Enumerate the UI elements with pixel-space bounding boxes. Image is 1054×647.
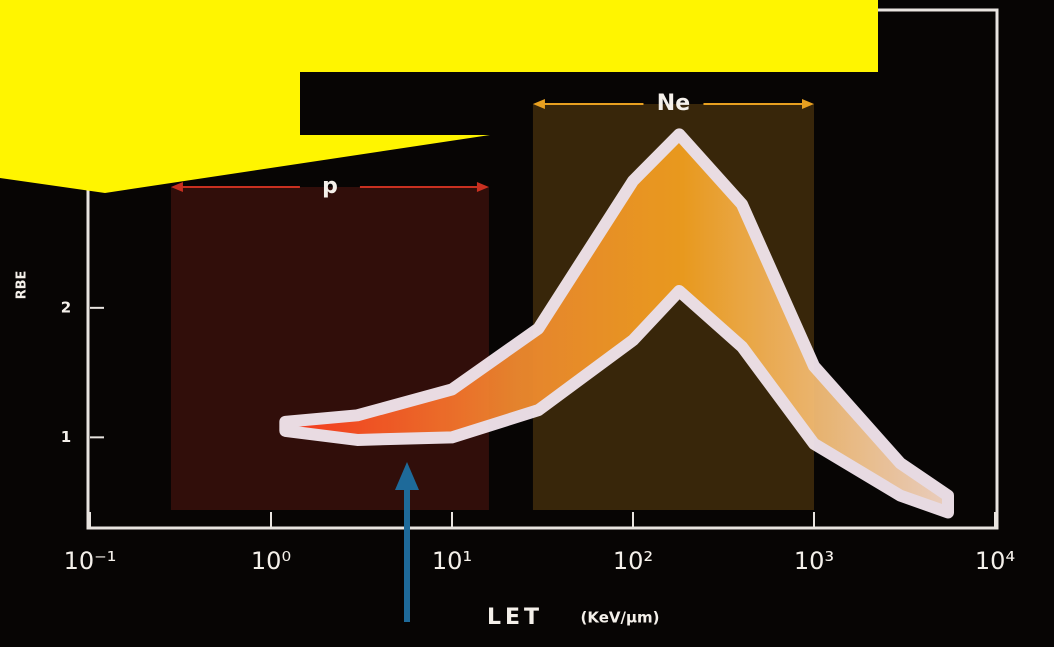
x-axis-unit: (KeV/μm) xyxy=(581,609,660,627)
x-tick-label: 10¹ xyxy=(432,547,472,575)
x-axis-label: LET xyxy=(487,605,543,630)
chart: pNe 10⁻¹10⁰10¹10²10³10⁴123 RBE LET (KeV/… xyxy=(0,0,1054,647)
y-axis-label: RBE xyxy=(15,271,30,300)
x-tick-label: 10⁴ xyxy=(975,547,1015,575)
x-tick-label: 10⁻¹ xyxy=(64,547,117,575)
region-label: p xyxy=(322,174,338,199)
y-tick-label: 2 xyxy=(61,298,71,316)
ion-region xyxy=(171,187,489,510)
x-tick-label: 10³ xyxy=(794,547,834,575)
x-tick-label: 10² xyxy=(613,547,653,575)
region-label: Ne xyxy=(657,91,690,116)
y-tick-label: 1 xyxy=(61,428,71,446)
x-tick-label: 10⁰ xyxy=(251,547,291,575)
